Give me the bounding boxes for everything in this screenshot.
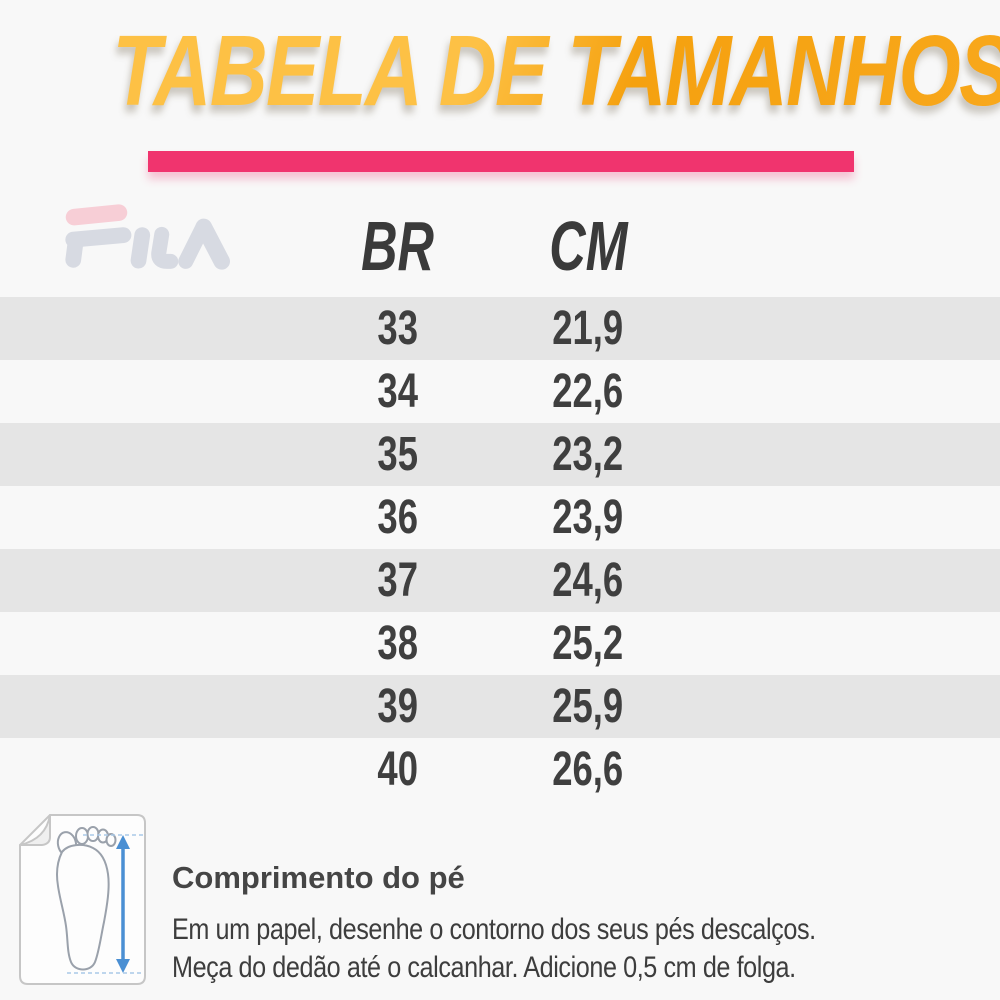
cell-br: 40 — [377, 743, 419, 796]
cell-cm: 23,9 — [552, 491, 624, 544]
cell-cm: 26,6 — [552, 743, 624, 796]
cell-cm: 21,9 — [552, 302, 624, 355]
table-row: 40 26,6 — [0, 738, 1000, 801]
cell-br: 38 — [377, 617, 419, 670]
column-header-br: BR — [361, 207, 435, 285]
instructions-line-1: Em um papel, desenhe o contorno dos seus… — [172, 913, 816, 946]
title-underline — [148, 151, 854, 172]
cell-br: 39 — [377, 680, 419, 733]
table-row: 35 23,2 — [0, 423, 1000, 486]
page-title: TABELA DE TAMANHOS — [0, 14, 1000, 129]
cell-cm: 24,6 — [552, 554, 624, 607]
table-row: 36 23,9 — [0, 486, 1000, 549]
cell-cm: 23,2 — [552, 428, 624, 481]
cell-cm: 22,6 — [552, 365, 624, 418]
cell-br: 34 — [377, 365, 419, 418]
column-header-cm: CM — [548, 207, 628, 285]
instructions-line-2: Meça do dedão até o calcanhar. Adicione … — [172, 951, 796, 984]
cell-br: 36 — [377, 491, 419, 544]
cell-br: 35 — [377, 428, 419, 481]
cell-cm: 25,9 — [552, 680, 624, 733]
instructions-heading: Comprimento do pé — [172, 860, 465, 895]
table-header: BR CM — [0, 200, 1000, 293]
cell-br: 33 — [377, 302, 419, 355]
table-row: 38 25,2 — [0, 612, 1000, 675]
table-row: 37 24,6 — [0, 549, 1000, 612]
page-title-text: TABELA DE TAMANHOS — [112, 14, 1000, 129]
cell-br: 37 — [377, 554, 419, 607]
table-row: 39 25,9 — [0, 675, 1000, 738]
foot-measure-icon — [19, 814, 146, 985]
table-row: 33 21,9 — [0, 297, 1000, 360]
size-table-body: 33 21,9 34 22,6 35 23,2 36 23,9 37 24,6 38 25,2 39 25… — [0, 297, 1000, 801]
table-row: 34 22,6 — [0, 360, 1000, 423]
cell-cm: 25,2 — [552, 617, 624, 670]
fila-logo-watermark-icon — [65, 204, 230, 270]
